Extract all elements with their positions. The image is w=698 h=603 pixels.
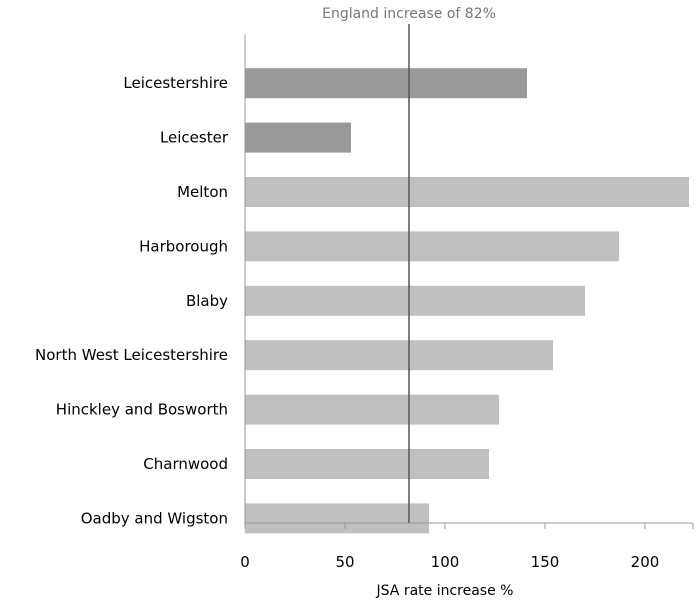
category-label-hinckley-and-bosworth: Hinckley and Bosworth	[56, 401, 228, 419]
category-label-melton: Melton	[177, 183, 228, 201]
category-label-leicester: Leicester	[160, 129, 229, 147]
x-tick-label-100: 100	[431, 553, 460, 571]
x-axis-title: JSA rate increase %	[376, 583, 514, 599]
category-label-oadby-and-wigston: Oadby and Wigston	[81, 509, 228, 527]
bar-charnwood	[245, 449, 489, 479]
reference-line-label: England increase of 82%	[322, 6, 496, 22]
bar-oadby-and-wigston	[245, 503, 429, 534]
x-tick-label-150: 150	[531, 553, 560, 571]
bar-leicester	[245, 122, 351, 153]
x-tick-label-50: 50	[335, 553, 354, 571]
category-label-harborough: Harborough	[139, 237, 228, 255]
bar-north-west-leicestershire	[245, 340, 553, 371]
bar-harborough	[245, 231, 619, 262]
category-label-blaby: Blaby	[186, 292, 228, 310]
x-tick-label-0: 0	[240, 553, 250, 571]
x-tick-labels: 0 50 100 150 200	[240, 553, 659, 571]
bars-group	[245, 68, 689, 534]
x-tick-label-200: 200	[631, 553, 660, 571]
category-labels: Leicestershire Leicester Melton Harborough B…	[35, 74, 229, 527]
bar-hinckley-and-bosworth	[245, 394, 499, 425]
x-axis	[244, 34, 694, 529]
category-label-north-west-leicestershire: North West Leicestershire	[35, 346, 228, 364]
category-label-charnwood: Charnwood	[143, 455, 228, 473]
bar-leicestershire	[245, 68, 527, 99]
bar-blaby	[245, 285, 585, 316]
bar-melton	[245, 177, 689, 207]
category-label-leicestershire: Leicestershire	[123, 74, 228, 92]
